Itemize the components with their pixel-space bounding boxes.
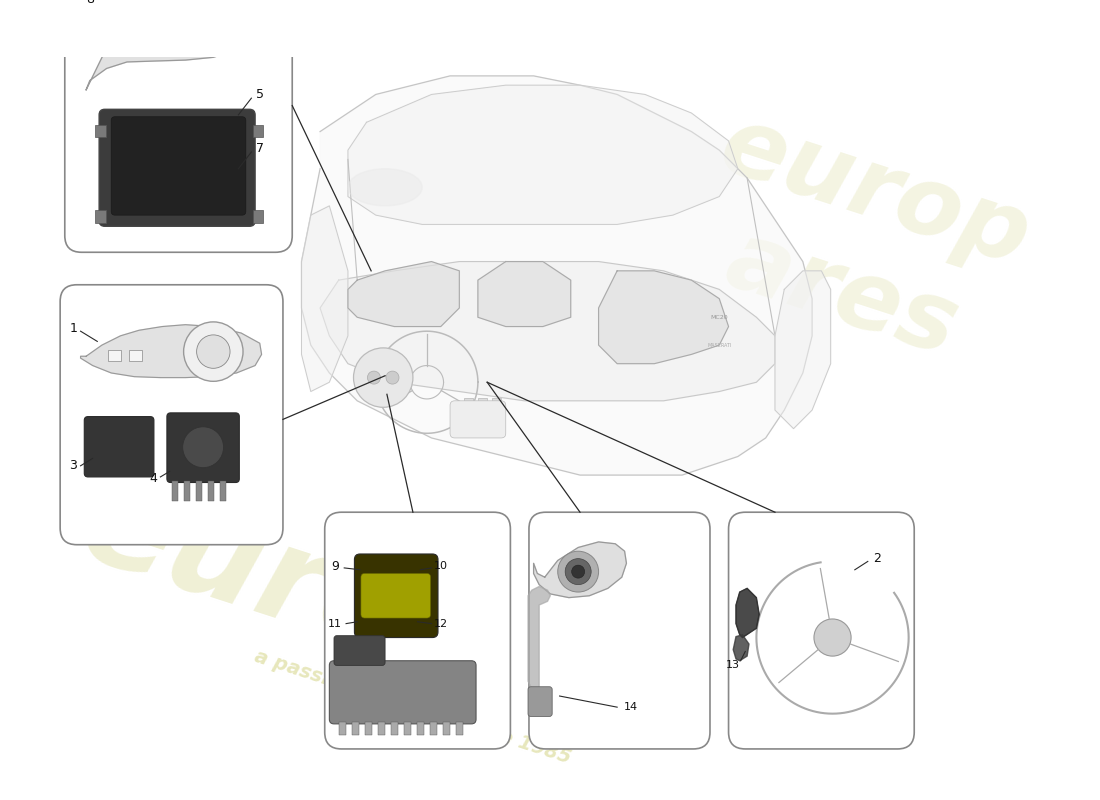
Circle shape (183, 427, 223, 468)
FancyBboxPatch shape (60, 285, 283, 545)
Circle shape (184, 322, 243, 382)
Bar (352, 722, 359, 735)
Bar (404, 722, 411, 735)
FancyBboxPatch shape (167, 413, 240, 482)
Circle shape (367, 371, 381, 384)
Bar (129, 350, 142, 361)
FancyBboxPatch shape (334, 636, 385, 666)
Bar (464, 398, 473, 406)
FancyBboxPatch shape (324, 512, 510, 749)
Bar (430, 722, 437, 735)
Text: 14: 14 (624, 702, 638, 712)
Text: 7: 7 (255, 142, 264, 154)
Polygon shape (320, 262, 776, 401)
FancyBboxPatch shape (450, 401, 506, 438)
Bar (208, 481, 214, 501)
Text: 12: 12 (433, 618, 448, 629)
Bar (455, 722, 463, 735)
Polygon shape (598, 271, 728, 364)
Polygon shape (348, 85, 738, 225)
FancyBboxPatch shape (329, 661, 476, 724)
Text: 5: 5 (255, 88, 264, 101)
FancyBboxPatch shape (99, 110, 255, 226)
Text: 4: 4 (148, 472, 157, 486)
Bar (390, 722, 398, 735)
Text: 1: 1 (69, 322, 77, 335)
Circle shape (353, 348, 412, 407)
Bar (417, 722, 425, 735)
Circle shape (814, 619, 851, 656)
FancyBboxPatch shape (85, 417, 154, 477)
Bar (220, 481, 227, 501)
Text: europ: europ (66, 459, 518, 714)
Polygon shape (301, 76, 812, 475)
Text: 2: 2 (873, 552, 881, 565)
Circle shape (197, 335, 230, 368)
FancyBboxPatch shape (361, 574, 430, 618)
Polygon shape (776, 271, 830, 429)
Text: 11: 11 (328, 618, 342, 629)
Bar (172, 481, 178, 501)
Circle shape (565, 558, 591, 585)
Text: 3: 3 (69, 459, 77, 472)
Bar (253, 210, 264, 222)
Text: 9: 9 (331, 559, 339, 573)
Bar (184, 481, 190, 501)
Circle shape (558, 551, 598, 592)
Text: 8: 8 (86, 0, 94, 6)
Text: 13: 13 (726, 660, 740, 670)
Circle shape (572, 565, 585, 578)
Bar (377, 722, 385, 735)
FancyBboxPatch shape (728, 512, 914, 749)
Polygon shape (301, 206, 348, 391)
Bar (442, 722, 450, 735)
Text: MC20: MC20 (711, 314, 728, 320)
Text: 6: 6 (119, 0, 128, 2)
Polygon shape (736, 588, 759, 638)
Polygon shape (734, 634, 749, 661)
Bar (96, 125, 106, 137)
Text: 10: 10 (433, 561, 448, 571)
Circle shape (386, 371, 399, 384)
Bar (109, 350, 121, 361)
FancyBboxPatch shape (354, 554, 438, 638)
Bar (477, 398, 487, 406)
FancyBboxPatch shape (111, 117, 245, 215)
Polygon shape (86, 0, 257, 90)
Bar (96, 210, 106, 222)
FancyBboxPatch shape (528, 686, 552, 717)
Text: europ
ares: europ ares (675, 98, 1042, 388)
Polygon shape (80, 325, 262, 378)
Text: a passion for parts since 1985: a passion for parts since 1985 (252, 647, 573, 767)
Polygon shape (534, 542, 626, 598)
Bar (339, 722, 346, 735)
Polygon shape (477, 262, 571, 326)
Ellipse shape (348, 169, 422, 206)
Polygon shape (348, 262, 460, 326)
Bar (196, 481, 202, 501)
Bar (492, 398, 502, 406)
Text: MASERATI: MASERATI (707, 342, 732, 348)
FancyBboxPatch shape (529, 512, 710, 749)
Bar (364, 722, 372, 735)
Polygon shape (528, 586, 550, 690)
Bar (253, 125, 264, 137)
FancyBboxPatch shape (65, 0, 293, 252)
